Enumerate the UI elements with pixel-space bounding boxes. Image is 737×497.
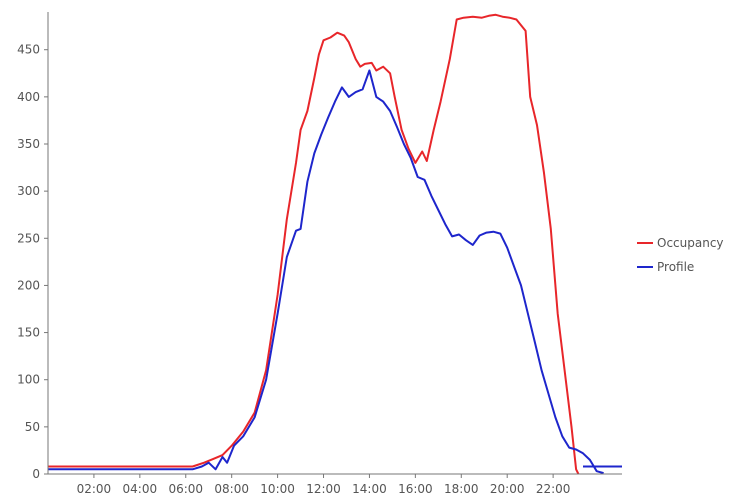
y-tick-label: 200 <box>17 278 40 292</box>
legend: Occupancy Profile <box>637 236 724 274</box>
legend-label-occupancy: Occupancy <box>657 236 724 250</box>
series-line-profile <box>48 69 604 475</box>
x-tick-label: 16:00 <box>398 482 433 496</box>
y-tick-label: 50 <box>25 420 40 434</box>
series-line-occupancy <box>48 13 580 475</box>
legend-label-profile: Profile <box>657 260 694 274</box>
y-tick-label: 250 <box>17 231 40 245</box>
x-tick-label: 18:00 <box>444 482 479 496</box>
x-tick-label: 12:00 <box>306 482 341 496</box>
y-tick-label: 450 <box>17 43 40 57</box>
plot-area <box>48 13 622 475</box>
axes: 0 50 100 150 200 250 300 350 400 450 02:00 04:00 06:… <box>17 12 622 496</box>
x-tick-label: 10:00 <box>260 482 295 496</box>
x-tick-label: 06:00 <box>168 482 203 496</box>
y-tick-label: 100 <box>17 373 40 387</box>
y-tick-label: 0 <box>32 467 40 481</box>
x-tick-label: 08:00 <box>214 482 249 496</box>
x-tick-label: 02:00 <box>77 482 112 496</box>
y-tick-label: 300 <box>17 184 40 198</box>
x-tick-label: 14:00 <box>352 482 387 496</box>
x-tick-label: 22:00 <box>536 482 571 496</box>
x-tick-label: 04:00 <box>123 482 158 496</box>
y-tick-label: 150 <box>17 326 40 340</box>
x-tick-label: 20:00 <box>490 482 525 496</box>
y-tick-label: 350 <box>17 137 40 151</box>
y-tick-label: 400 <box>17 90 40 104</box>
